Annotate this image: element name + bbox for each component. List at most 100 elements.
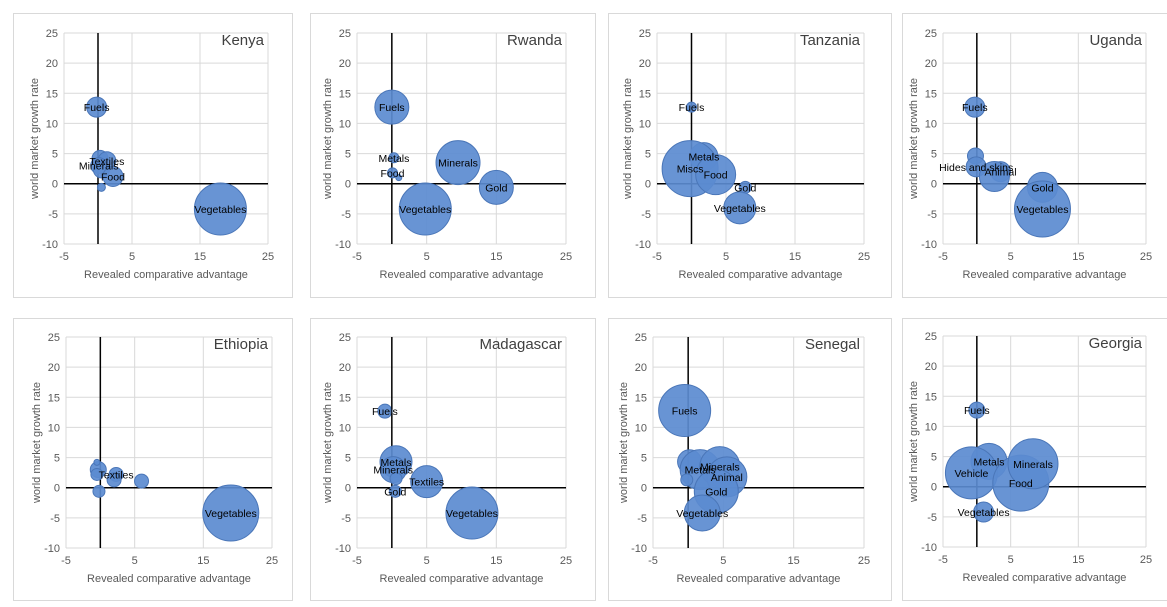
x-tick-label: 25 [858,555,870,567]
y-tick-label: 25 [46,28,58,40]
bubble-point [973,501,995,523]
panel-title: Kenya [221,32,264,49]
bubble-label: Fuels [962,102,988,114]
x-tick-label: 25 [858,251,870,263]
bubble-label: Animal [984,167,1016,179]
bubble-label: Metals [685,465,716,477]
bubble-point [86,96,108,118]
y-tick-label: -10 [635,239,651,251]
y-tick-label: 0 [645,179,651,191]
bubble-point [658,384,712,438]
bubble-label: Minerals [1013,459,1053,471]
x-tick-label: 25 [560,555,572,567]
y-tick-label: 5 [645,149,651,161]
x-tick-label: -5 [59,251,69,263]
x-tick-label: 15 [490,251,502,263]
y-axis-title: world market growth rate [908,381,920,503]
bubble-label: Textiles [409,477,444,489]
y-tick-label: 15 [639,88,651,100]
y-tick-label: 10 [48,422,60,434]
y-tick-label: 25 [639,28,651,40]
x-tick-label: 25 [1140,554,1152,566]
y-tick-label: 20 [925,58,937,70]
bubble-point [723,191,757,225]
x-tick-label: 25 [266,555,278,567]
panel-title: Madagascar [479,336,562,353]
y-tick-label: 15 [339,88,351,100]
x-axis-title: Revealed comparative advantage [380,269,544,281]
chart-panel-ethiopia: 25 20 15 10 5 0 -5 -10 -5 5 15 25 Revealed comparati… [13,318,293,601]
bubble-point [683,494,721,532]
x-tick-label: 5 [1008,554,1014,566]
y-tick-label: 0 [931,482,937,494]
y-tick-label: 25 [925,331,937,343]
y-tick-label: 10 [339,118,351,130]
x-tick-label: 5 [720,555,726,567]
y-tick-label: -10 [921,542,937,554]
y-tick-label: 15 [48,392,60,404]
bubble-point [106,472,122,488]
x-tick-label: 5 [132,555,138,567]
bubble-point [695,154,737,196]
x-axis-title: Revealed comparative advantage [963,572,1127,584]
bubble-label: Miscs [677,164,704,176]
x-tick-label: -5 [648,555,658,567]
y-tick-label: 20 [639,58,651,70]
bubble-point [92,484,106,498]
y-tick-label: 0 [345,179,351,191]
x-tick-label: 25 [262,251,274,263]
y-tick-label: -5 [48,209,58,221]
x-tick-label: 15 [1072,251,1084,263]
y-tick-label: -5 [50,513,60,525]
y-tick-label: 5 [931,149,937,161]
y-tick-label: 20 [925,361,937,373]
bubble-label: Textiles [89,156,124,168]
bubble-point [377,403,393,419]
bubble-point [964,96,986,118]
bubble-label: Metals [688,152,719,164]
bubble-label: Metals [381,457,412,469]
bubble-point [435,140,481,186]
bubble-point [389,472,403,486]
y-tick-label: 5 [641,453,647,465]
bubble-point [202,484,260,542]
y-tick-label: -10 [44,543,60,555]
x-tick-label: 15 [789,251,801,263]
x-tick-label: -5 [61,555,71,567]
y-axis-title: world market growth rate [322,382,334,504]
y-tick-label: 5 [345,149,351,161]
panel-title: Rwanda [507,32,563,49]
bubble-point [90,467,104,481]
y-tick-label: 25 [339,332,351,344]
bubble-label: Vegetables [1016,204,1068,216]
x-axis-title: Revealed comparative advantage [679,269,843,281]
bubble-label: Gold [485,182,507,194]
bubble-point [93,458,101,466]
bubble-point [686,101,697,113]
bubble-label: Fuels [672,406,698,418]
y-tick-label: -10 [42,239,58,251]
bubble-point [102,165,124,187]
y-axis-title: world market growth rate [322,78,334,200]
bubble-point [398,182,452,236]
x-tick-label: 25 [560,251,572,263]
x-tick-label: 15 [197,555,209,567]
bubble-label: Animal [711,472,743,484]
x-tick-label: -5 [938,251,948,263]
y-tick-label: 5 [52,149,58,161]
y-tick-label: -5 [927,209,937,221]
y-tick-label: 20 [46,58,58,70]
bubble-label: Textiles [99,469,134,481]
y-tick-label: 10 [339,422,351,434]
y-tick-label: 15 [46,88,58,100]
x-tick-label: 5 [424,251,430,263]
chart-panel-kenya: 25 20 15 10 5 0 -5 -10 -5 5 15 25 Revealed comparati… [13,13,293,298]
chart-panel-tanzania: 25 20 15 10 5 0 -5 -10 -5 5 15 25 Revealed comparati… [608,13,892,298]
bubble-label: Vehicle [954,468,988,480]
y-tick-label: 5 [54,453,60,465]
